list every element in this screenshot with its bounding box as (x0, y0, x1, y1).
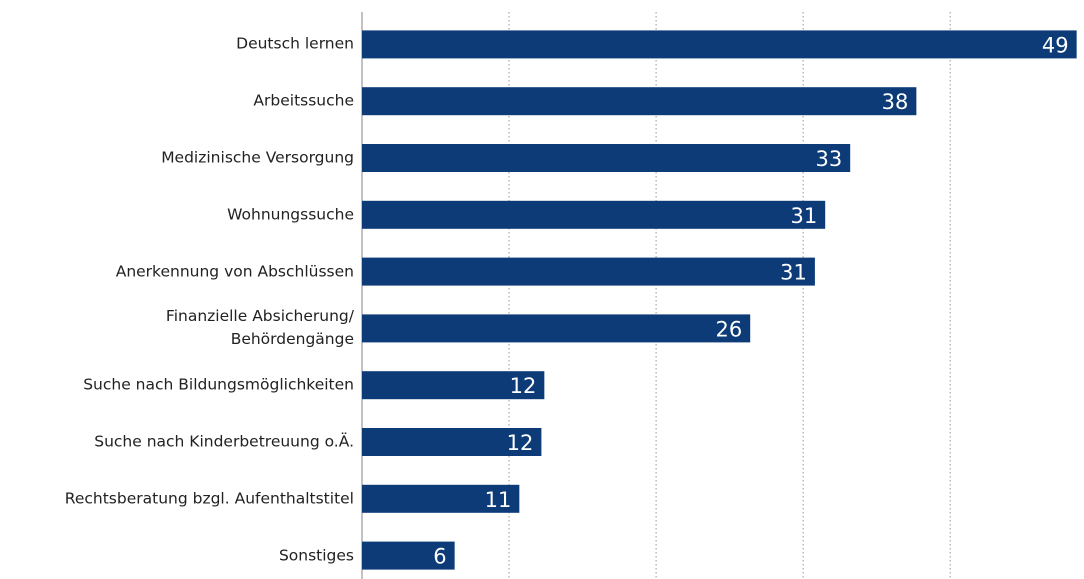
category-label: Anerkennung von Abschlüssen (115, 262, 354, 281)
value-label: 49 (1042, 33, 1069, 57)
value-label: 26 (715, 317, 742, 341)
bar (362, 144, 851, 172)
bar (362, 371, 545, 400)
bar (362, 30, 1077, 59)
category-label: Sonstiges (278, 546, 354, 565)
category-label: Rechtsberatung bzgl. Aufenthaltstitel (64, 489, 354, 508)
value-label: 38 (882, 90, 909, 114)
category-label: Deutsch lernen (236, 34, 354, 53)
value-label: 11 (485, 488, 512, 512)
bar (362, 541, 455, 570)
bar (362, 200, 826, 229)
category-label: Arbeitssuche (253, 91, 354, 110)
category-label: Suche nach Kinderbetreuung o.Ä. (94, 432, 354, 451)
category-label: Medizinische Versorgung (161, 148, 354, 167)
bar (362, 314, 751, 343)
category-label: Finanzielle Absicherung/ Behördengänge (165, 307, 354, 349)
value-label: 6 (433, 545, 446, 569)
value-label: 31 (790, 204, 817, 228)
bar (362, 257, 815, 286)
value-label: 12 (507, 431, 534, 455)
value-label: 12 (510, 374, 537, 398)
bar (362, 484, 520, 513)
bar (362, 428, 542, 456)
category-label: Wohnungssuche (227, 205, 354, 224)
bar (362, 87, 917, 116)
value-label: 31 (780, 261, 807, 285)
category-label: Suche nach Bildungsmöglichkeiten (83, 375, 354, 394)
value-label: 33 (815, 147, 842, 171)
